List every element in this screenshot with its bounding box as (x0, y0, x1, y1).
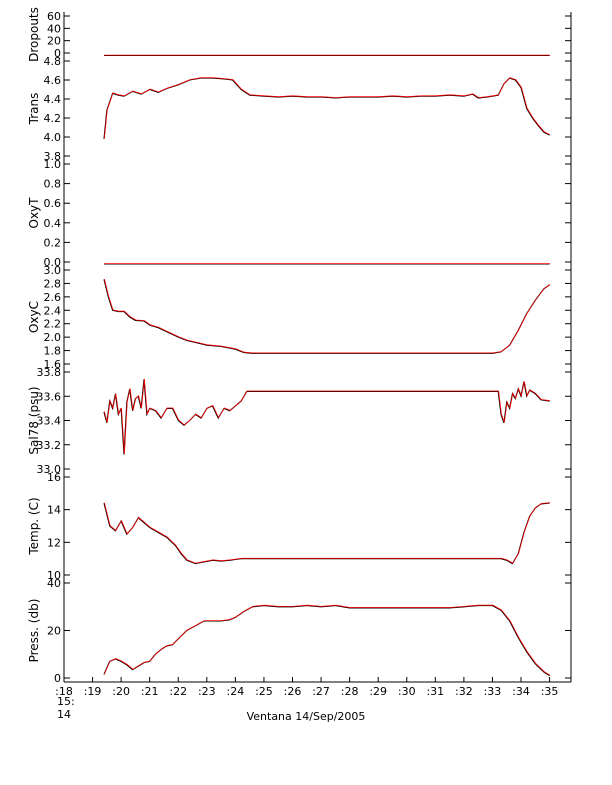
x-tick-label-14: :32 (455, 685, 473, 698)
x-tick-label-13: :31 (426, 685, 444, 698)
x-tick-label-4: :22 (169, 685, 187, 698)
x-tick-label-17: :35 (541, 685, 559, 698)
panel-5-ytick-label-3: 16 (47, 471, 61, 484)
panel-1-ytick-label-0: 3.8 (44, 150, 62, 163)
panel-1-ytick-label-1: 4.0 (44, 131, 62, 144)
panel-6-ytick-label-0: 0 (54, 672, 61, 685)
panel-6-ytick-label-2: 40 (47, 577, 61, 590)
panel-4-series-0-line (103, 379, 550, 455)
panel-3-ytick-label-6: 2.8 (44, 277, 62, 290)
panel-1-ytick-label-2: 4.2 (44, 112, 62, 125)
panel-3-ytick-label-5: 2.6 (44, 291, 62, 304)
panel-3-ytick-label-3: 2.2 (44, 318, 62, 331)
panel-2-ytick-label-3: 0.6 (44, 197, 62, 210)
x-tick-label-11: :29 (369, 685, 387, 698)
panel-2-ytick-label-0: 0.0 (44, 256, 62, 269)
x-tick-label-10: :28 (341, 685, 359, 698)
panel-3-ytick-label-0: 1.6 (44, 358, 62, 371)
panel-5-ylabel: Temp. (C) (27, 497, 41, 555)
panel-2-ytick-label-5: 1.0 (44, 158, 62, 171)
x-tick-label-2: :20 (112, 685, 130, 698)
panel-3-ytick-label-7: 3.0 (44, 264, 62, 277)
panel-3-series-0-line (103, 279, 550, 354)
panel-5-ytick-label-0: 10 (47, 569, 61, 582)
panel-5-series-0-overlay (104, 502, 551, 564)
panel-4-ytick-label-1: 33.2 (37, 439, 62, 452)
panel-2-ytick-label-2: 0.4 (44, 217, 62, 230)
panel-2-ytick-label-4: 0.8 (44, 178, 62, 191)
panel-2-ytick-label-1: 0.2 (44, 236, 62, 249)
panel-5-ytick-label-1: 12 (47, 536, 61, 549)
panel-0-ytick-label-0: 0 (54, 47, 61, 60)
start-date-line1: 15: (57, 695, 75, 708)
panel-3-ylabel: OxyC (27, 301, 41, 333)
panel-0-ytick-label-3: 60 (47, 10, 61, 23)
x-tick-label-1: :19 (84, 685, 102, 698)
panel-1-ytick-label-4: 4.6 (44, 74, 62, 87)
x-tick-label-6: :24 (227, 685, 245, 698)
x-tick-label-8: :26 (284, 685, 302, 698)
panel-1-ylabel: Trans (27, 93, 41, 126)
x-tick-label-12: :30 (398, 685, 416, 698)
x-tick-label-15: :33 (484, 685, 502, 698)
panel-3-ytick-label-4: 2.4 (44, 304, 62, 317)
x-tick-label-0: :18 (55, 685, 73, 698)
panel-6-ylabel: Press. (db) (27, 599, 41, 663)
start-date-label: 15: 14 (57, 695, 75, 721)
x-tick-label-3: :21 (141, 685, 159, 698)
panel-4-ytick-label-3: 33.6 (37, 390, 62, 403)
panel-0-ylabel: Dropouts (27, 7, 41, 62)
panel-1-ytick-label-5: 4.8 (44, 55, 62, 68)
panel-0-ytick-label-1: 20 (47, 35, 61, 48)
panel-3-ytick-label-2: 2.0 (44, 331, 62, 344)
panel-6-series-0-line (103, 605, 550, 677)
panel-1-series-0-overlay (104, 77, 551, 139)
panel-4-ytick-label-2: 33.4 (37, 415, 62, 428)
start-date-line2: 14 (57, 708, 71, 721)
panel-3-ytick-label-1: 1.8 (44, 345, 62, 358)
panel-6-ytick-label-1: 20 (47, 625, 61, 638)
x-tick-label-9: :27 (312, 685, 330, 698)
x-tick-label-7: :25 (255, 685, 273, 698)
panel-6-series-0-overlay (104, 604, 551, 676)
panel-4-ylabel: Sal78 (psu) (27, 386, 41, 454)
panel-3-series-0-overlay (104, 278, 551, 354)
panel-0-ytick-label-2: 40 (47, 22, 61, 35)
panel-5-series-0-line (103, 502, 550, 565)
x-tick-label-16: :34 (512, 685, 530, 698)
panel-4-ytick-label-4: 33.8 (37, 366, 62, 379)
x-tick-label-5: :23 (198, 685, 216, 698)
panel-2-ylabel: OxyT (27, 197, 41, 229)
panel-5-ytick-label-2: 14 (47, 504, 61, 517)
panel-4-ytick-label-0: 33.0 (37, 463, 62, 476)
panel-1-ytick-label-3: 4.4 (44, 93, 62, 106)
panel-4-series-0-overlay (104, 378, 551, 455)
chart-caption: Ventana 14/Sep/2005 (246, 710, 366, 723)
